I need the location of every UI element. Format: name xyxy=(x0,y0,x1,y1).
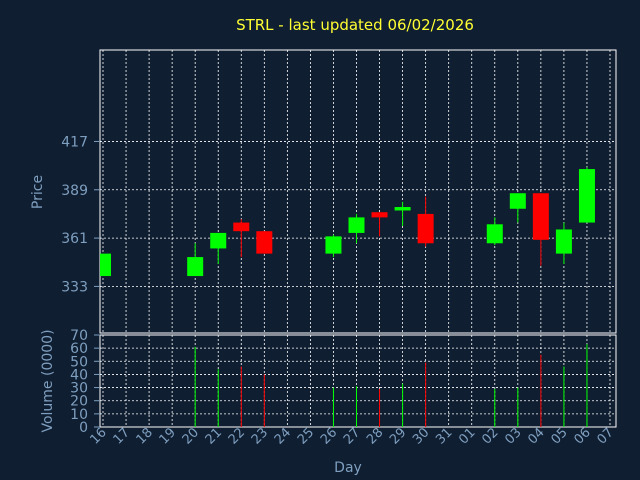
candle-body xyxy=(509,193,526,209)
x-tick-label: 26 xyxy=(318,425,340,447)
price-axis-label: Price xyxy=(30,175,46,209)
price-axis-ticks: 333 361 389 417 xyxy=(61,134,100,295)
candle-body xyxy=(578,169,595,223)
x-tick-label: 27 xyxy=(341,425,363,447)
candle-body xyxy=(325,236,342,254)
candle-body xyxy=(256,231,273,254)
x-tick-label: 06 xyxy=(571,425,593,447)
candle-body xyxy=(210,232,227,249)
candle-body xyxy=(187,257,204,277)
x-tick-label: 29 xyxy=(387,425,409,447)
volume-tick-label: 0 xyxy=(79,420,88,436)
x-tick-label: 18 xyxy=(134,425,156,447)
x-tick-label: 30 xyxy=(410,425,432,447)
x-tick-label: 20 xyxy=(180,425,202,447)
volume-tick-label: 10 xyxy=(70,407,88,423)
x-tick-label: 03 xyxy=(502,425,524,447)
x-tick-label: 22 xyxy=(226,425,248,447)
x-tick-label: 28 xyxy=(364,425,386,447)
price-tick-label: 417 xyxy=(61,134,88,150)
x-tick-label: 16 xyxy=(88,425,110,447)
x-tick-label: 24 xyxy=(272,425,294,447)
x-tick-label: 31 xyxy=(433,425,455,447)
x-tick-label: 25 xyxy=(295,425,317,447)
x-tick-label: 17 xyxy=(111,425,133,447)
candle-body xyxy=(100,253,111,277)
volume-tick-label: 50 xyxy=(70,354,88,370)
candle-body xyxy=(348,217,365,233)
candle-body xyxy=(532,193,549,240)
volume-tick-label: 70 xyxy=(70,328,88,344)
candle-body xyxy=(555,229,572,254)
x-tick-label: 19 xyxy=(157,425,179,447)
volume-tick-label: 20 xyxy=(70,394,88,410)
candle-body xyxy=(371,212,388,218)
x-axis-label: Day xyxy=(334,460,362,476)
x-tick-label: 04 xyxy=(525,425,547,447)
x-tick-label: 02 xyxy=(479,425,501,447)
chart-title: STRL - last updated 06/02/2026 xyxy=(236,16,474,34)
candle-body xyxy=(394,207,411,211)
x-tick-label: 21 xyxy=(203,425,225,447)
volume-tick-label: 60 xyxy=(70,341,88,357)
price-tick-label: 361 xyxy=(61,231,88,247)
candle-body xyxy=(486,224,503,244)
volume-axis-label: Volume (0000) xyxy=(40,329,56,432)
x-tick-label: 23 xyxy=(249,425,271,447)
x-tick-label: 07 xyxy=(595,425,617,447)
candle-body xyxy=(233,222,250,232)
volume-bars xyxy=(194,344,588,427)
price-tick-label: 389 xyxy=(61,183,88,199)
price-tick-label: 333 xyxy=(61,279,88,295)
candles xyxy=(100,167,595,277)
volume-tick-label: 30 xyxy=(70,381,88,397)
x-axis-labels: 16 17 18 19 20 21 22 23 24 25 26 27 28 29 30 31 01 02 03 04… xyxy=(88,425,617,447)
x-tick-label: 05 xyxy=(548,425,570,447)
candle-body xyxy=(417,213,434,244)
volume-tick-label: 40 xyxy=(70,367,88,383)
x-tick-label: 01 xyxy=(456,425,478,447)
price-panel: 333 361 389 417 xyxy=(61,49,617,334)
